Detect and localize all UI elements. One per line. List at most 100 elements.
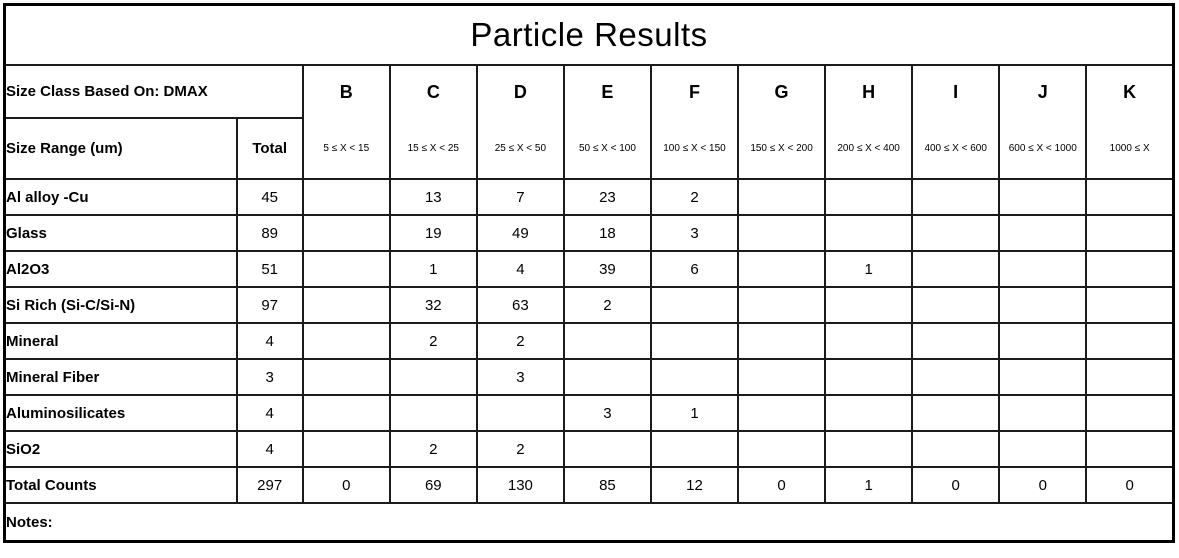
- row-total: 45: [235, 178, 304, 216]
- class-column-k: K 1000 ≤ X: [1085, 64, 1175, 180]
- cell-value: [649, 430, 740, 468]
- cell-value: [824, 322, 914, 360]
- cell-value: [911, 214, 1001, 252]
- row-total: 4: [235, 322, 304, 360]
- class-letter: K: [1123, 81, 1137, 102]
- cell-value: 4: [475, 250, 565, 288]
- cell-value: [475, 394, 565, 432]
- cell-value: [737, 430, 827, 468]
- cell-value: [824, 358, 914, 396]
- row-total: 4: [235, 430, 304, 468]
- cell-value: [301, 286, 391, 324]
- cell-value: 49: [475, 214, 565, 252]
- cell-value: [911, 394, 1001, 432]
- cell-value: 0: [1085, 466, 1175, 504]
- cell-value: [911, 286, 1001, 324]
- header-row-range: Size Range (um) Total: [3, 116, 1174, 181]
- cell-value: 0: [301, 466, 391, 504]
- table-row-aluminosilicates: Aluminosilicates 4 3 1: [3, 394, 1175, 432]
- cell-value: [998, 430, 1088, 468]
- row-label: Al2O3: [3, 250, 238, 288]
- class-range: 25 ≤ X < 50: [494, 142, 547, 154]
- table-row-al2o3: Al2O3 51 1 4 39 6 1: [3, 250, 1175, 288]
- cell-value: [1085, 286, 1175, 324]
- row-total: 297: [235, 466, 304, 504]
- row-label: Al alloy -Cu: [3, 178, 238, 216]
- cell-value: 32: [388, 286, 478, 324]
- class-range: 1000 ≤ X: [1109, 142, 1150, 154]
- cell-value: [998, 358, 1088, 396]
- cell-value: 69: [388, 466, 478, 504]
- cell-value: [562, 322, 652, 360]
- row-total: 4: [235, 394, 304, 432]
- cell-value: [301, 430, 391, 468]
- cell-value: [1085, 430, 1175, 468]
- class-letter: F: [689, 81, 700, 102]
- cell-value: [998, 178, 1088, 216]
- class-range: 600 ≤ X < 1000: [1008, 142, 1077, 154]
- cell-value: 130: [475, 466, 565, 504]
- cell-value: 85: [562, 466, 652, 504]
- header-row-class: Size Class Based On: DMAX B 5 ≤ X < 15 C…: [3, 64, 1175, 180]
- cell-value: 1: [649, 394, 740, 432]
- cell-value: 1: [388, 250, 478, 288]
- row-total: 97: [235, 286, 304, 324]
- class-letter: H: [862, 81, 876, 102]
- class-letter: I: [953, 81, 959, 102]
- cell-value: 7: [475, 178, 565, 216]
- cell-value: [998, 394, 1088, 432]
- particle-results-table: Particle Results Size Class Based On: DM…: [3, 3, 1175, 543]
- cell-value: [301, 178, 391, 216]
- class-column-j: J 600 ≤ X < 1000: [998, 64, 1088, 180]
- cell-value: [998, 214, 1088, 252]
- row-label: Mineral: [3, 322, 238, 360]
- cell-value: 23: [562, 178, 652, 216]
- class-range: 200 ≤ X < 400: [837, 142, 900, 154]
- class-column-h: H 200 ≤ X < 400: [824, 64, 914, 180]
- row-label: Si Rich (Si-C/Si-N): [3, 286, 238, 324]
- cell-value: [301, 322, 391, 360]
- class-range: 400 ≤ X < 600: [924, 142, 987, 154]
- table-row-mineral: Mineral 4 2 2: [3, 322, 1175, 360]
- cell-value: [998, 250, 1088, 288]
- class-letter: B: [339, 81, 353, 102]
- cell-value: [824, 214, 914, 252]
- cell-value: [649, 286, 740, 324]
- cell-value: 3: [649, 214, 740, 252]
- row-total: 89: [235, 214, 304, 252]
- cell-value: [737, 322, 827, 360]
- cell-value: 2: [649, 178, 740, 216]
- notes-row: Notes:: [3, 502, 1175, 543]
- cell-value: 39: [562, 250, 652, 288]
- cell-value: 1: [824, 250, 914, 288]
- cell-value: 2: [388, 322, 478, 360]
- class-letter: E: [601, 81, 614, 102]
- cell-value: 3: [562, 394, 652, 432]
- class-letter: C: [426, 81, 440, 102]
- table-row-glass: Glass 89 19 49 18 3: [3, 214, 1175, 252]
- row-label: Mineral Fiber: [3, 358, 238, 396]
- class-letter: D: [513, 81, 527, 102]
- class-range: 150 ≤ X < 200: [750, 142, 813, 154]
- cell-value: [911, 322, 1001, 360]
- cell-value: [824, 394, 914, 432]
- cell-value: [911, 178, 1001, 216]
- cell-value: [1085, 394, 1175, 432]
- class-column-c: C 15 ≤ X < 25: [388, 64, 478, 180]
- table-row-si-rich: Si Rich (Si-C/Si-N) 97 32 63 2: [3, 286, 1175, 324]
- cell-value: [1085, 178, 1175, 216]
- cell-value: 12: [649, 466, 740, 504]
- cell-value: 2: [475, 430, 565, 468]
- class-column-d: D 25 ≤ X < 50: [475, 64, 565, 180]
- cell-value: [737, 250, 827, 288]
- cell-value: 3: [475, 358, 565, 396]
- table-row-sio2: SiO2 4 2 2: [3, 430, 1175, 468]
- cell-value: [562, 358, 652, 396]
- cell-value: [1085, 358, 1175, 396]
- class-column-f: F 100 ≤ X < 150: [649, 64, 740, 180]
- cell-value: 18: [562, 214, 652, 252]
- row-label: Total Counts: [3, 466, 238, 504]
- cell-value: [824, 430, 914, 468]
- cell-value: [998, 322, 1088, 360]
